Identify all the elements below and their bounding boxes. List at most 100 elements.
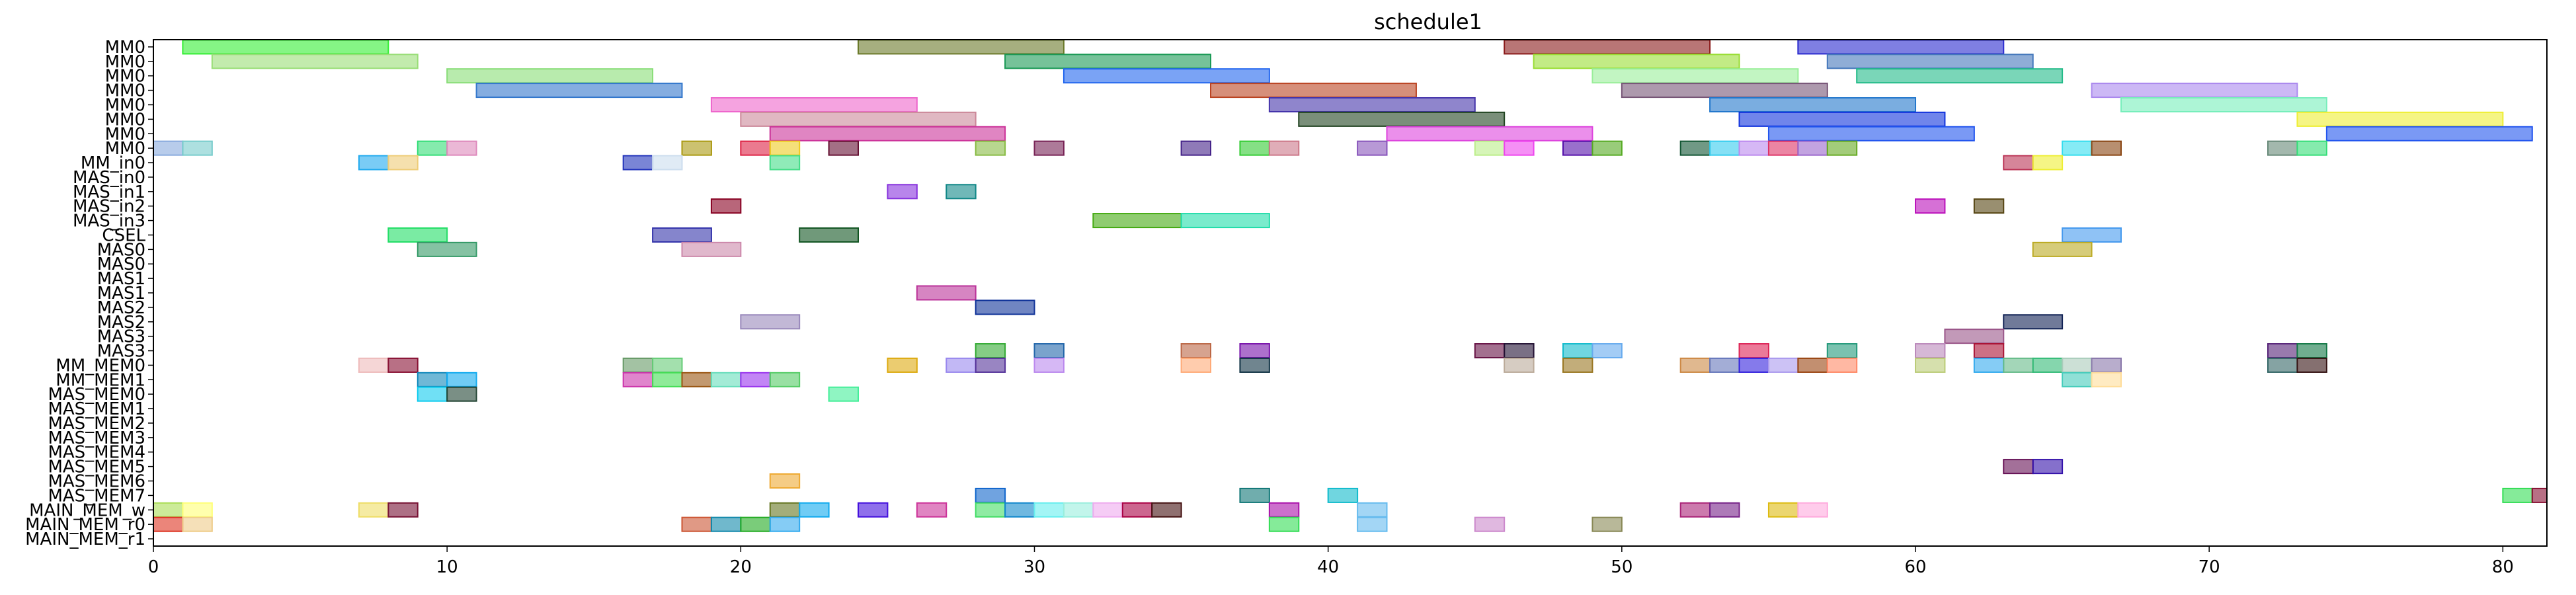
gantt-bar: [975, 487, 1006, 503]
gantt-bar: [769, 372, 801, 387]
gantt-bar: [1797, 502, 1828, 518]
chart-title: schedule1: [1374, 9, 1482, 34]
gantt-bar: [1298, 111, 1506, 127]
gantt-bar: [2091, 372, 2122, 387]
gantt-bar: [182, 502, 213, 518]
gantt-bar: [1797, 140, 1828, 156]
gantt-bar: [799, 502, 830, 518]
gantt-bar: [417, 241, 477, 257]
gantt-bar: [975, 343, 1006, 359]
gantt-bar: [710, 97, 918, 112]
gantt-bar: [417, 140, 448, 156]
y-tick-label: MM_MEM1: [56, 370, 145, 390]
y-tick-label: MAIN_MEM_r0: [25, 515, 145, 535]
gantt-bar: [446, 68, 654, 84]
x-tick-label: 50: [1611, 557, 1632, 577]
gantt-bar: [1679, 140, 1711, 156]
gantt-bar: [2531, 487, 2548, 503]
gantt-bar: [1738, 111, 1946, 127]
gantt-bar: [1239, 140, 1270, 156]
gantt-bar: [1121, 502, 1153, 518]
x-axis-ticks: 0 10 20 30 40 50 60 70 80: [148, 546, 2514, 577]
gantt-bar: [2003, 357, 2034, 373]
gantt-bar: [1033, 502, 1065, 518]
gantt-bar: [1973, 198, 2005, 214]
y-tick-label: MM_in0: [81, 153, 145, 173]
gantt-bar: [1268, 140, 1300, 156]
gantt-bar: [916, 285, 977, 301]
gantt-bar: [1210, 83, 1417, 99]
gantt-bar: [2267, 343, 2298, 359]
gantt-bar: [1239, 487, 1270, 503]
gantt-bar: [387, 155, 419, 171]
y-tick-label: MAS_in2: [73, 197, 145, 217]
gantt-bar: [622, 155, 654, 171]
gantt-bar: [1973, 357, 2005, 373]
y-tick-label: MAS0: [97, 240, 145, 260]
gantt-bar: [1709, 97, 1917, 112]
gantt-bar: [1767, 126, 1975, 141]
gantt-bar: [1591, 140, 1623, 156]
gantt-bar: [1239, 357, 1270, 373]
gantt-bar: [740, 140, 771, 156]
gantt-bar: [1915, 357, 1946, 373]
gantt-bar: [710, 516, 742, 532]
gantt-bar: [211, 54, 419, 69]
y-tick-label: MM_MEM0: [56, 356, 145, 376]
gantt-bar: [681, 140, 712, 156]
x-tick-label: 0: [148, 557, 159, 577]
gantt-bar: [2062, 372, 2093, 387]
gantt-bar: [622, 372, 654, 387]
gantt-bar: [387, 357, 419, 373]
y-tick-label: MAS3: [97, 327, 145, 347]
gantt-bar: [387, 227, 448, 243]
gantt-bar: [2267, 357, 2298, 373]
gantt-bar: [2062, 227, 2122, 243]
y-tick-label: MAS2: [97, 313, 145, 333]
gantt-bar: [1268, 516, 1300, 532]
gantt-bar: [1562, 357, 1593, 373]
gantt-bar: [1180, 140, 1212, 156]
gantt-bar: [2003, 314, 2064, 330]
gantt-bar: [975, 299, 1035, 315]
gantt-bar: [710, 372, 742, 387]
gantt-bar: [1915, 198, 1946, 214]
y-tick-label: MM0: [105, 81, 145, 101]
gantt-bar: [1738, 140, 1769, 156]
gantt-bar: [358, 502, 389, 518]
gantt-bar: [1826, 140, 1858, 156]
gantt-bar: [446, 386, 477, 402]
x-tick-label: 30: [1024, 557, 1045, 577]
gantt-bar: [769, 155, 801, 171]
y-tick-label: MM0: [105, 67, 145, 87]
gantt-bar: [1915, 343, 1946, 359]
gantt-bar: [1180, 357, 1212, 373]
gantt-bar: [2062, 357, 2093, 373]
y-tick-label: MM0: [105, 52, 145, 72]
gantt-bar: [1504, 39, 1711, 55]
gantt-bar: [1767, 357, 1799, 373]
y-axis-labels: MM0MM0MM0MM0MM0MM0MM0MM0MM_in0MAS_in0MAS…: [25, 38, 153, 549]
gantt-bar: [1679, 357, 1711, 373]
gantt-bar: [828, 386, 860, 402]
gantt-bar: [858, 502, 889, 518]
gantt-bar: [1386, 126, 1593, 141]
gantt-bar: [652, 357, 683, 373]
gantt-bar: [358, 155, 389, 171]
gantt-bar: [1033, 140, 1065, 156]
gantt-bar: [417, 372, 448, 387]
gantt-bar: [1709, 140, 1740, 156]
gantt-bar: [681, 372, 712, 387]
gantt-bar: [1474, 343, 1506, 359]
gantt-bar: [1268, 502, 1300, 518]
y-tick-label: MAS_MEM6: [48, 472, 145, 492]
y-tick-label: MAS_MEM7: [48, 486, 145, 506]
gantt-bar: [2032, 155, 2064, 171]
gantt-bar: [2502, 487, 2533, 503]
gantt-bar: [975, 502, 1006, 518]
gantt-bar: [1004, 54, 1212, 69]
gantt-bar: [710, 198, 742, 214]
x-tick-label: 80: [2492, 557, 2514, 577]
gantt-bar: [446, 372, 477, 387]
gantt-bar: [1092, 502, 1123, 518]
